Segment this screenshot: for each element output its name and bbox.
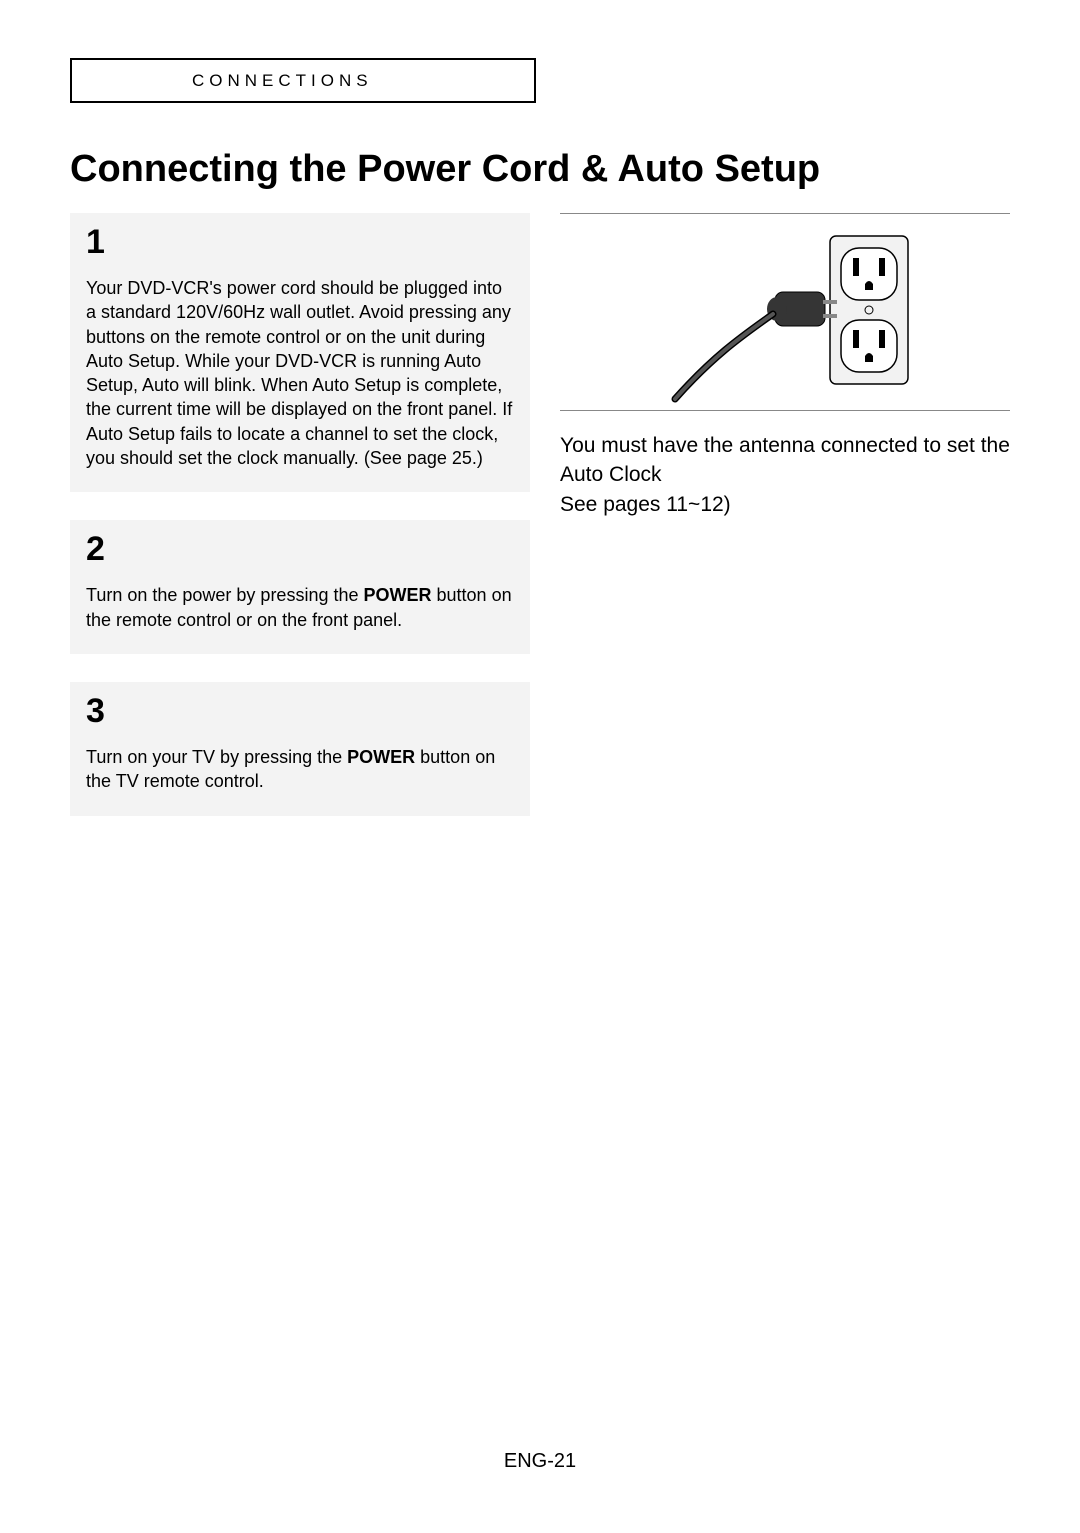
step-3: 3 Turn on your TV by pressing the POWER … [70,682,530,816]
step-number: 3 [86,692,514,731]
step-number: 1 [86,223,514,262]
divider [560,410,1010,411]
page-title: Connecting the Power Cord & Auto Setup [70,148,1010,191]
step-text-before: Turn on the power by pressing the [86,585,364,605]
content-columns: 1 Your DVD-VCR's power cord should be pl… [70,213,1010,844]
steps-column: 1 Your DVD-VCR's power cord should be pl… [70,213,530,844]
antenna-note-line2: See pages 11~12) [560,490,1010,519]
step-text-before: Your DVD-VCR's power cord should be plug… [86,278,512,468]
step-body: Turn on your TV by pressing the POWER bu… [86,745,514,794]
section-tag: Connections [70,58,536,103]
page-number: ENG-21 [0,1450,1080,1473]
antenna-note-line1: You must have the antenna connected to s… [560,431,1010,490]
antenna-note: You must have the antenna connected to s… [560,431,1010,519]
step-body: Turn on the power by pressing the POWER … [86,583,514,632]
step-2: 2 Turn on the power by pressing the POWE… [70,520,530,654]
illustration-wrap [560,214,1010,410]
illustration-column: You must have the antenna connected to s… [560,213,1010,844]
section-tag-label: Connections [192,71,373,91]
step-text-bold: POWER [347,747,415,767]
step-1: 1 Your DVD-VCR's power cord should be pl… [70,213,530,492]
step-text-before: Turn on your TV by pressing the [86,747,347,767]
step-body: Your DVD-VCR's power cord should be plug… [86,276,514,470]
power-outlet-icon [655,224,915,404]
step-text-bold: POWER [364,585,432,605]
step-number: 2 [86,530,514,569]
